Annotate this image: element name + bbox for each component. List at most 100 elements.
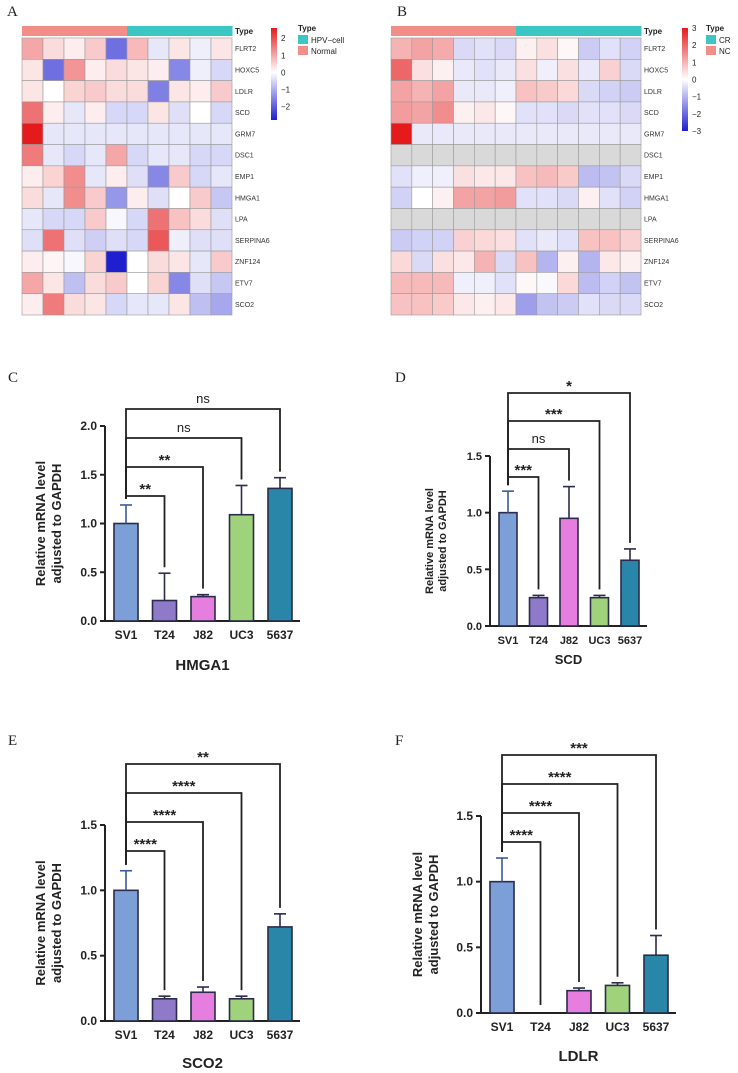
bar bbox=[620, 559, 640, 627]
y-tick-label: 0.5 bbox=[456, 940, 473, 954]
heatmap-cell bbox=[126, 272, 149, 294]
heatmap-cell bbox=[453, 250, 475, 273]
heatmap-cell bbox=[578, 293, 600, 316]
heatmap-cell bbox=[557, 165, 579, 188]
heatmap-cell bbox=[21, 165, 44, 188]
heatmap-cell bbox=[390, 59, 413, 81]
heatmap-cell bbox=[63, 293, 86, 316]
heatmap-cell bbox=[515, 101, 538, 124]
heatmap-cell bbox=[411, 250, 433, 273]
annotation-cell bbox=[22, 26, 44, 36]
heatmap-cell bbox=[42, 59, 65, 81]
heatmap-cell bbox=[474, 250, 496, 273]
heatmap-cell bbox=[21, 59, 44, 81]
heatmap-cell bbox=[557, 37, 579, 60]
panel-letter: C bbox=[8, 370, 18, 386]
row-label: SCD bbox=[644, 110, 659, 117]
heatmap-cell bbox=[126, 37, 149, 60]
heatmap-cell bbox=[494, 144, 517, 167]
heatmap-cell bbox=[474, 144, 496, 167]
heatmap-cell bbox=[474, 186, 496, 209]
heatmap-cell bbox=[147, 144, 170, 167]
heatmap-cell bbox=[494, 293, 517, 316]
annotation-cell bbox=[495, 26, 517, 36]
heatmap-cell bbox=[515, 272, 538, 294]
heatmap-cell bbox=[453, 293, 475, 316]
heatmap-cell bbox=[42, 186, 65, 209]
annotation-cell bbox=[453, 26, 475, 36]
heatmap-cell bbox=[84, 165, 107, 188]
heatmap-cell bbox=[189, 59, 212, 81]
heatmap-cell bbox=[105, 144, 128, 167]
heatmap-cell bbox=[578, 229, 600, 252]
heatmap-cell bbox=[126, 59, 149, 81]
x-tick-label: J82 bbox=[569, 1020, 589, 1034]
heatmap-cell bbox=[189, 293, 212, 316]
heatmap-cell bbox=[105, 293, 128, 316]
annotation-cell bbox=[190, 26, 212, 36]
x-tick-label: 5637 bbox=[267, 628, 294, 642]
panel-letter: D bbox=[395, 370, 406, 386]
row-label: LPA bbox=[235, 217, 248, 224]
y-axis-label: Relative mRNA leveladjusted to GAPDH bbox=[33, 461, 64, 586]
heatmap-cell bbox=[474, 272, 496, 294]
heatmap-cell bbox=[619, 293, 642, 316]
heatmap-cell bbox=[189, 272, 212, 294]
significance-bracket bbox=[507, 420, 601, 590]
heatmap-cell bbox=[432, 186, 454, 209]
y-tick-label: 2.0 bbox=[80, 419, 97, 433]
heatmap-cell bbox=[126, 293, 149, 316]
heatmap-cell bbox=[619, 80, 642, 103]
x-axis-title: SCO2 bbox=[182, 1055, 223, 1072]
colorbar-tick: −1 bbox=[692, 93, 702, 102]
heatmap-cell bbox=[21, 272, 44, 294]
heatmap-cell bbox=[168, 165, 191, 188]
annotation-cell bbox=[211, 26, 233, 36]
heatmap-cell bbox=[474, 59, 496, 81]
colorbar-tick: 3 bbox=[692, 24, 697, 33]
significance-label: **** bbox=[134, 836, 158, 853]
y-tick-label: 0.0 bbox=[80, 614, 97, 628]
annotation-cell bbox=[148, 26, 170, 36]
heatmap-cell bbox=[494, 59, 517, 81]
bar bbox=[643, 954, 669, 1014]
significance-label: ns bbox=[196, 391, 210, 406]
heatmap-cell bbox=[84, 208, 107, 231]
heatmap-cell bbox=[21, 144, 44, 167]
bar bbox=[228, 513, 255, 622]
heatmap-cell bbox=[599, 80, 621, 103]
row-label: EMP1 bbox=[644, 174, 663, 181]
bar bbox=[151, 599, 178, 622]
heatmap-cell bbox=[390, 208, 413, 231]
heatmap-cell bbox=[42, 250, 65, 273]
y-tick-label: 0.0 bbox=[467, 621, 482, 633]
heatmap-cell bbox=[557, 293, 579, 316]
row-label: ETV7 bbox=[644, 281, 662, 288]
heatmap-cell bbox=[126, 80, 149, 103]
heatmap-cell bbox=[474, 37, 496, 60]
heatmap-cell bbox=[432, 101, 454, 124]
heatmap-cell bbox=[599, 272, 621, 294]
colorbar-tick: 0 bbox=[692, 76, 697, 85]
bar bbox=[113, 522, 139, 622]
row-label: EMP1 bbox=[235, 174, 254, 181]
heatmap-cell bbox=[411, 122, 433, 145]
significance-label: ** bbox=[139, 481, 151, 498]
heatmap-cell bbox=[147, 293, 170, 316]
significance-label: **** bbox=[548, 769, 572, 786]
colorbar-tick: −1 bbox=[281, 85, 291, 94]
row-label: LDLR bbox=[235, 89, 253, 96]
legend-title: Type bbox=[298, 24, 317, 33]
heatmap-cell bbox=[21, 80, 44, 103]
row-label: ZNF124 bbox=[235, 259, 260, 266]
bar bbox=[566, 989, 592, 1014]
heatmap-cell bbox=[390, 144, 413, 167]
row-label: SERPINA6 bbox=[644, 238, 679, 245]
heatmap-cell bbox=[189, 165, 212, 188]
heatmap-cell bbox=[63, 80, 86, 103]
heatmap-cell bbox=[21, 208, 44, 231]
heatmap-cell bbox=[105, 186, 128, 209]
heatmap-cell bbox=[599, 186, 621, 209]
colorbar-tick: −2 bbox=[692, 110, 702, 119]
x-tick-label: T24 bbox=[154, 628, 175, 642]
